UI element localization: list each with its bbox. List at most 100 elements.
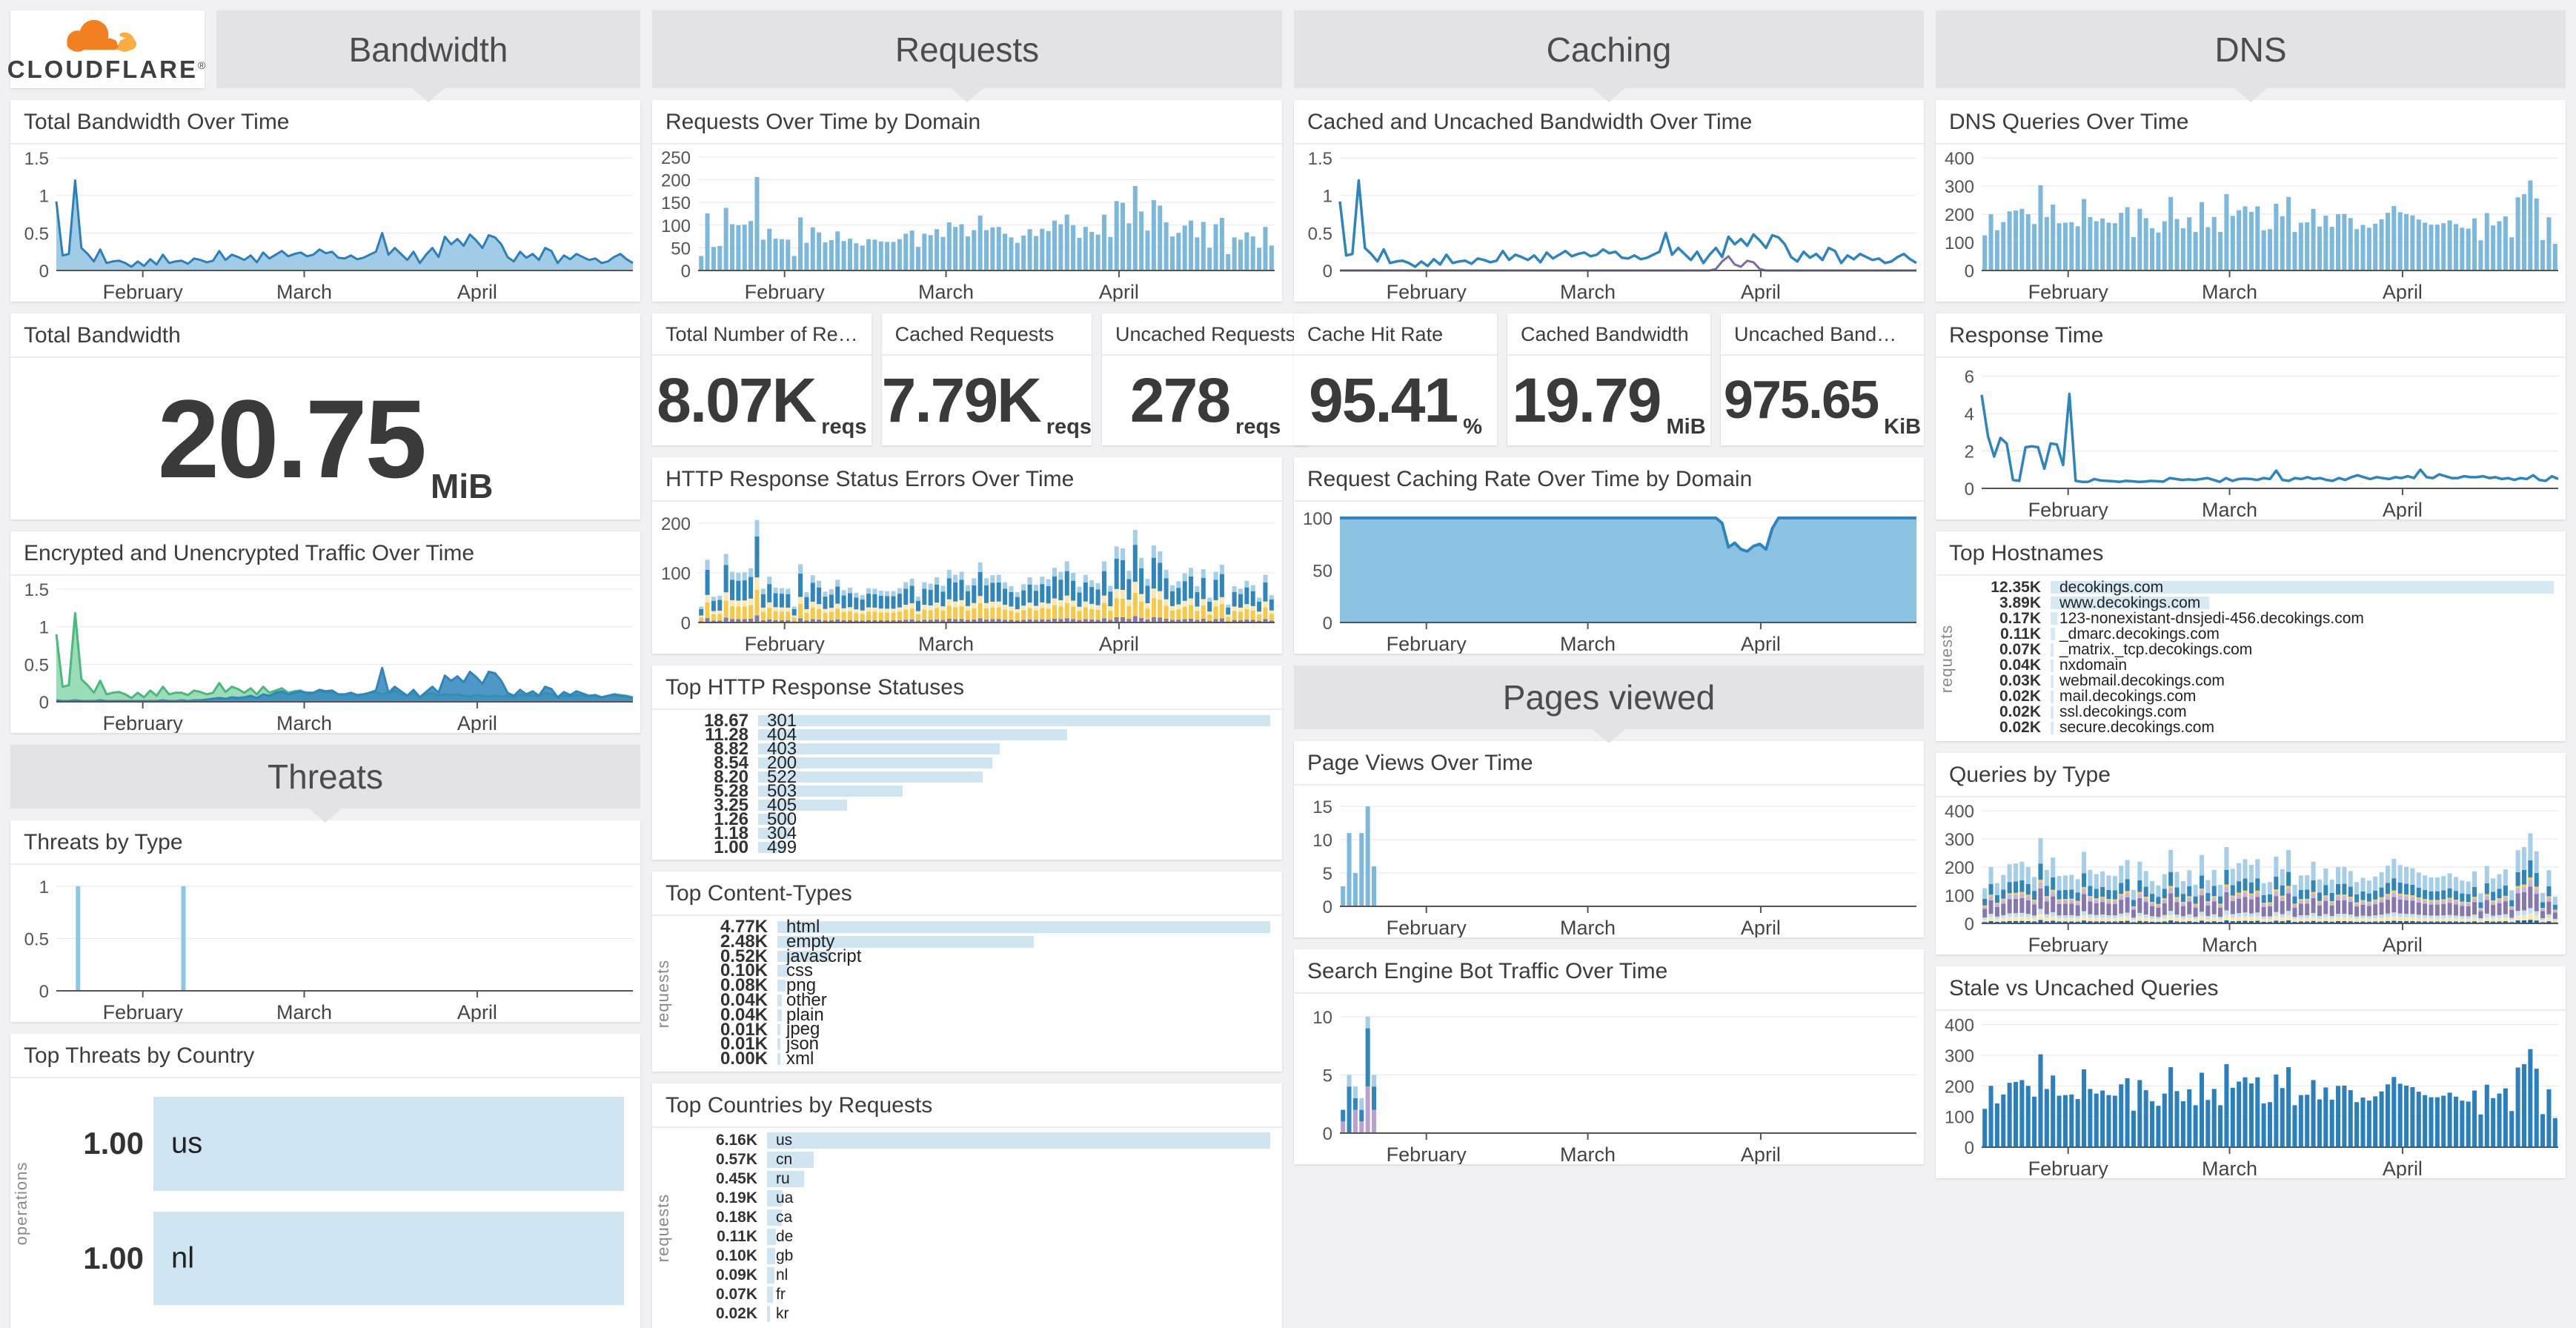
panel-title: Requests Over Time by Domain [652, 100, 1282, 145]
svg-text:March: March [2202, 281, 2257, 302]
cloudflare-wordmark: CLOUDFLARE® [7, 56, 208, 83]
hbar-fill [777, 1023, 780, 1036]
dns-queries-chart[interactable]: 0 100 200 300 400 February March April [1936, 145, 2566, 302]
hbar-fill [758, 800, 848, 811]
panel-cached-uncached-bandwidth: Cached and Uncached Bandwidth Over Time … [1294, 100, 1924, 302]
svg-text:March: March [918, 281, 974, 302]
y-axis-label: requests [654, 959, 672, 1029]
svg-text:300: 300 [1945, 177, 1974, 197]
y-axis-label: operations [12, 1161, 30, 1245]
hbar-label: gb [776, 1247, 794, 1264]
total-bandwidth-over-time-chart[interactable]: 0 0.5 1 1.5 February March April [10, 145, 640, 302]
section-header-requests: Requests [652, 10, 1282, 102]
svg-text:400: 400 [1945, 1016, 1974, 1036]
hbar-label: de [776, 1228, 794, 1245]
page-views-chart[interactable]: 0 5 10 15 February March April [1294, 786, 1924, 937]
queries-by-type-chart[interactable]: 0 100 200 300 400 February March April [1936, 797, 2566, 954]
svg-text:2: 2 [1965, 442, 1974, 462]
hbar-value: 0.18K [715, 1209, 757, 1226]
cloudflare-logo[interactable]: CLOUDFLARE® [7, 10, 208, 88]
panel-cache-hit-rate: Cache Hit Rate 95.41% [1294, 313, 1497, 445]
svg-text:0.5: 0.5 [24, 929, 49, 949]
http-errors-chart[interactable]: 0 100 200 February March April [652, 502, 1282, 654]
panel-cached-bandwidth: Cached Bandwidth 19.79 MiB [1507, 313, 1710, 445]
hbar-fill [777, 935, 1034, 948]
hbar-value: 0.03K [1999, 672, 2041, 690]
svg-text:March: March [1560, 633, 1616, 654]
svg-text:March: March [276, 1001, 332, 1022]
panel-requests-over-time: Requests Over Time by Domain 0 50 100 150 20… [652, 100, 1282, 302]
panel-queries-by-type: Queries by Type 0 100 200 300 400 February Mar… [1936, 753, 2566, 954]
svg-text:0: 0 [1965, 914, 1974, 934]
section-header-pages-viewed: Pages viewed [1294, 665, 1924, 743]
top-hostnames-list[interactable]: requests 12.35K decokings.com 3.89K www.deco… [1936, 576, 2566, 741]
hbar-label: 500 [767, 809, 797, 829]
svg-text:0: 0 [39, 982, 49, 1002]
hbar-label: 301 [767, 710, 797, 731]
svg-text:5: 5 [1323, 1066, 1332, 1086]
top-countries-list[interactable]: requests 6.16K us 0.57K cn 0.45K ru 0.19K ua 0.18… [652, 1128, 1282, 1328]
cached-uncached-bandwidth-chart[interactable]: 0 0.5 1 1.5 February March April [1294, 145, 1924, 302]
requests-over-time-chart[interactable]: 0 50 100 150 200 250 February March April [652, 145, 1282, 302]
metric-unit: MiB [431, 467, 494, 505]
svg-text:50: 50 [1312, 561, 1332, 581]
response-time-chart[interactable]: 0 2 4 6 February March April [1936, 358, 2566, 519]
hbar-label: decokings.com [2059, 578, 2164, 596]
panel-title: Encrypted and Unencrypted Traffic Over T… [10, 531, 640, 576]
hbar-value: 0.10K [720, 960, 768, 981]
hbar-value: 0.52K [720, 946, 768, 966]
hbar-label: plain [786, 1004, 824, 1025]
hbar-fill [758, 715, 1270, 726]
svg-text:February: February [103, 712, 184, 733]
hbar-fill [758, 842, 786, 853]
panel-top-threats-by-country: Top Threats by Country operations 1.00 us 1… [10, 1034, 640, 1328]
panel-page-views: Page Views Over Time 0 5 10 15 February March… [1294, 741, 1924, 937]
panel-stale-queries: Stale vs Uncached Queries 0 100 200 300 400 F… [1936, 966, 2566, 1178]
hbar-label: other [786, 989, 827, 1010]
hbar-label: 499 [767, 837, 797, 857]
panel-title: Stale vs Uncached Queries [1936, 966, 2566, 1011]
svg-text:10: 10 [1312, 831, 1332, 851]
top-http-statuses-list[interactable]: 18.67 301 11.28 404 8.82 403 8.54 200 8.20 522 5.2… [652, 710, 1282, 860]
hbar-fill [777, 995, 782, 1006]
metric-value: 8.07K [657, 365, 817, 435]
panel-cached-requests: Cached Requests 7.79K reqs [881, 313, 1092, 445]
hbar-label: 304 [767, 823, 797, 843]
hbar-value: 0.11K [717, 1228, 757, 1245]
caching-column: Caching Cached and Uncached Bandwidth Ov… [1294, 10, 1924, 1328]
encrypted-traffic-chart[interactable]: 0 0.5 1 1.5 February March April [10, 576, 640, 733]
svg-text:0: 0 [1965, 262, 1974, 282]
top-threats-by-country-list[interactable]: operations 1.00 us 1.00 nl [10, 1078, 640, 1328]
panel-response-time: Response Time 0 2 4 6 February March April [1936, 313, 2566, 519]
y-axis-label: requests [654, 1193, 672, 1263]
hbar-value: 1.26 [714, 809, 748, 829]
dns-column: DNS DNS Queries Over Time 0 100 200 300 400 F… [1936, 10, 2566, 1328]
hbar-label: ssl.decokings.com [2059, 703, 2187, 721]
hbar-label: javascript [786, 946, 862, 966]
panel-top-content-types: Top Content-Types requests 4.77K html 2.48K… [652, 872, 1282, 1072]
hbar-value: 8.82 [714, 738, 748, 759]
svg-text:April: April [2383, 934, 2423, 954]
svg-text:200: 200 [1945, 858, 1974, 878]
section-header-bandwidth: Bandwidth [216, 10, 640, 102]
hbar-fill [2051, 674, 2054, 688]
hbar-fill [2051, 721, 2054, 734]
panel-title: Request Caching Rate Over Time by Domain [1294, 457, 1924, 502]
top-content-types-list[interactable]: requests 4.77K html 2.48K empty 0.52K javascri… [652, 916, 1282, 1072]
hbar-label: 200 [767, 752, 797, 773]
hbar-value: 0.01K [720, 1019, 768, 1040]
svg-text:0: 0 [1323, 614, 1332, 634]
hbar-fill [767, 1248, 776, 1264]
stale-queries-chart[interactable]: 0 100 200 300 400 February March April [1936, 1011, 2566, 1178]
hbar-fill [777, 1038, 780, 1051]
hbar-value: 0.02K [1999, 703, 2041, 721]
hbar-value: 8.54 [714, 752, 748, 773]
caching-rate-chart[interactable]: 0 50 100 February March April [1294, 502, 1924, 654]
hbar-fill [758, 729, 1068, 740]
bot-traffic-chart[interactable]: 0 5 10 February March April [1294, 994, 1924, 1164]
threats-by-type-chart[interactable]: 0 0.5 1 February March April [10, 865, 640, 1022]
panel-title: Total Bandwidth Over Time [10, 100, 640, 145]
svg-text:250: 250 [661, 148, 691, 168]
hbar-row: 1.26 500 [658, 809, 1270, 829]
hbar-value: 6.16K [715, 1132, 757, 1149]
